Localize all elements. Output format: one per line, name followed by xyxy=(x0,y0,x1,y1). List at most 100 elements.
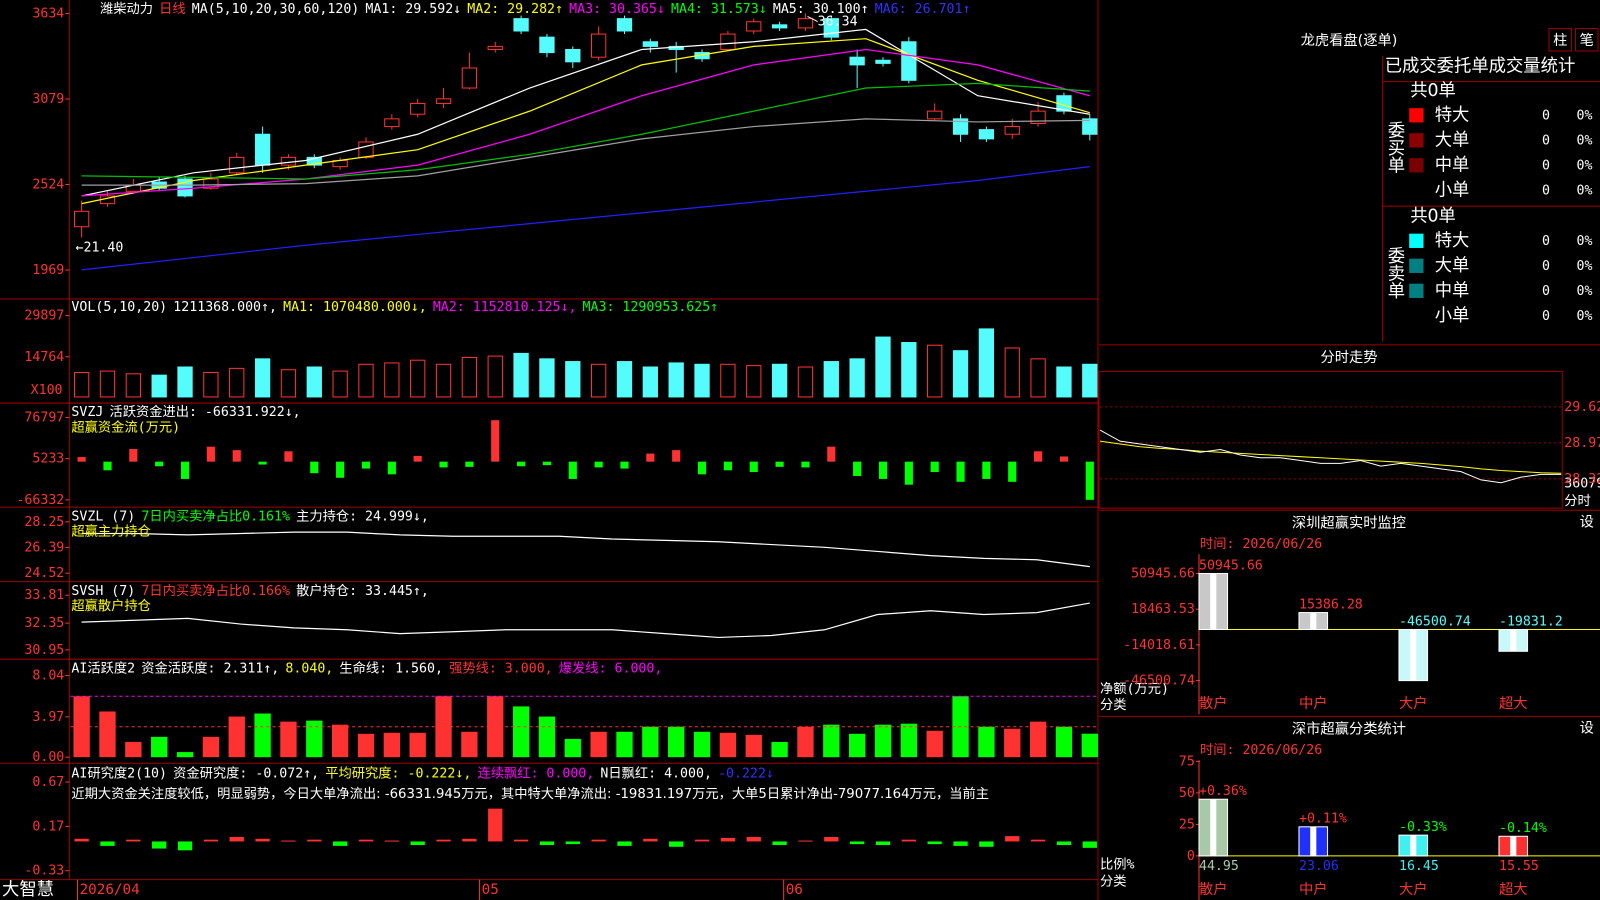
value-label: -19831.2 xyxy=(1499,614,1563,629)
label-pointer xyxy=(807,16,818,23)
legend-swatch xyxy=(1409,133,1424,148)
flow-bar xyxy=(152,841,167,849)
row-pct: 0% xyxy=(1577,234,1593,249)
legend-item: 8.040, xyxy=(285,661,333,676)
volume-bar xyxy=(565,361,581,398)
low-label: ←21.40 xyxy=(76,241,124,256)
volume-bar xyxy=(1030,358,1046,398)
y-tick-label: 0 xyxy=(1187,849,1195,864)
ma-line xyxy=(81,82,1090,180)
category-label: 超大 xyxy=(1499,695,1528,712)
volume-bar xyxy=(616,361,633,398)
flow-bar xyxy=(668,726,685,758)
y-tick-label: -66332 xyxy=(16,493,64,508)
flow-bar xyxy=(206,446,215,462)
flow-bar xyxy=(953,841,968,846)
flow-bar xyxy=(409,732,426,758)
flow-bar xyxy=(73,696,90,758)
volume-bar xyxy=(1056,366,1072,398)
row-name: 特大 xyxy=(1435,105,1470,125)
flow-bar xyxy=(798,840,813,842)
category-label: 中户 xyxy=(1299,881,1328,898)
flow-bar xyxy=(620,461,629,469)
group-label: 委买单 xyxy=(1384,121,1405,173)
ma-line xyxy=(81,166,1090,271)
candle-body xyxy=(410,102,426,115)
row-name: 中单 xyxy=(1435,281,1470,301)
button-frame[interactable] xyxy=(1548,28,1572,52)
flow-bar xyxy=(775,461,784,467)
row-pct: 0% xyxy=(1577,309,1593,324)
change-label: +0.36% xyxy=(1199,784,1247,799)
button[interactable]: 笔 xyxy=(1580,32,1594,49)
legend-item: 平均研究度: -0.222↓, xyxy=(325,765,471,781)
candle-body xyxy=(1030,110,1046,124)
panel-title: 龙虎看盘(逐单) xyxy=(1301,31,1398,49)
y-tick-label: 33.81 xyxy=(24,588,64,603)
legend-item: -0.222↓ xyxy=(718,766,774,781)
volume-bar xyxy=(358,363,374,398)
flow-bar xyxy=(384,840,399,842)
flow-bar xyxy=(307,839,322,842)
legend-item: 散户持仓: 33.445↑, xyxy=(296,582,429,599)
panel-title: 分时走势 xyxy=(1320,349,1377,366)
value-label: -46500.74 xyxy=(1399,614,1471,629)
button-frame[interactable] xyxy=(1575,28,1599,52)
ma-line xyxy=(81,118,1090,186)
legend-item: MA6: 26.701↑ xyxy=(875,2,971,17)
candle-body xyxy=(229,156,245,174)
flow-bar xyxy=(176,752,194,758)
flow-bar xyxy=(491,420,500,462)
flow-bar xyxy=(203,839,219,842)
legend-item: 超赢主力持仓 xyxy=(71,523,151,540)
bar-stripe xyxy=(1510,836,1517,856)
flow-bar xyxy=(693,731,711,758)
value-label: 16.45 xyxy=(1399,859,1439,874)
flow-bar xyxy=(564,738,581,758)
flow-bar xyxy=(202,736,220,758)
bar-stripe xyxy=(1310,612,1317,630)
bar-stripe xyxy=(1510,629,1517,652)
volume-bar xyxy=(99,370,116,398)
button[interactable]: 设 xyxy=(1580,720,1594,737)
flow-bar xyxy=(1059,456,1069,462)
y-tick-label: 14764 xyxy=(24,350,64,365)
unit-label: X100 xyxy=(31,383,63,398)
flow-bar xyxy=(258,461,267,465)
date-label: 05 xyxy=(482,882,499,898)
row-count: 0 xyxy=(1542,259,1550,274)
legend-swatch xyxy=(1409,283,1424,298)
legend-item: AI研究度2(10) xyxy=(71,765,167,781)
change-label: -0.33% xyxy=(1399,820,1447,835)
flow-bar xyxy=(361,461,371,469)
candle-body xyxy=(978,129,995,140)
row-pct: 0% xyxy=(1577,183,1593,198)
y-tick-label: 25 xyxy=(1179,817,1195,832)
legend-swatch xyxy=(1409,108,1424,123)
flow-bar xyxy=(565,841,580,845)
button[interactable]: 设 xyxy=(1580,513,1594,530)
candle-body xyxy=(358,141,374,158)
ma-line xyxy=(81,28,1090,197)
flow-bar xyxy=(850,841,865,845)
volume-bar xyxy=(435,363,452,398)
legend-swatch xyxy=(1409,158,1424,173)
flow-bar xyxy=(177,841,193,851)
group-total: 共0单 xyxy=(1410,206,1456,226)
y-tick-label: 29897 xyxy=(24,309,64,324)
volume-bar xyxy=(771,363,788,398)
flow-bar xyxy=(232,450,241,462)
flow-bar xyxy=(875,841,891,845)
bar-stripe xyxy=(1210,573,1217,630)
y-tick-label: 0.67 xyxy=(32,775,64,790)
flow-bar xyxy=(801,461,810,468)
flow-bar xyxy=(284,451,293,462)
volume-bar xyxy=(823,361,839,398)
brand: 大智慧 xyxy=(2,880,54,900)
y-tick-label: 2524 xyxy=(32,178,64,193)
volume-bar xyxy=(280,369,297,398)
legend-item: SVZL (7) xyxy=(71,509,135,524)
flow-bar xyxy=(1055,726,1073,758)
button[interactable]: 柱 xyxy=(1553,32,1567,49)
bar-stripe xyxy=(1410,629,1417,681)
